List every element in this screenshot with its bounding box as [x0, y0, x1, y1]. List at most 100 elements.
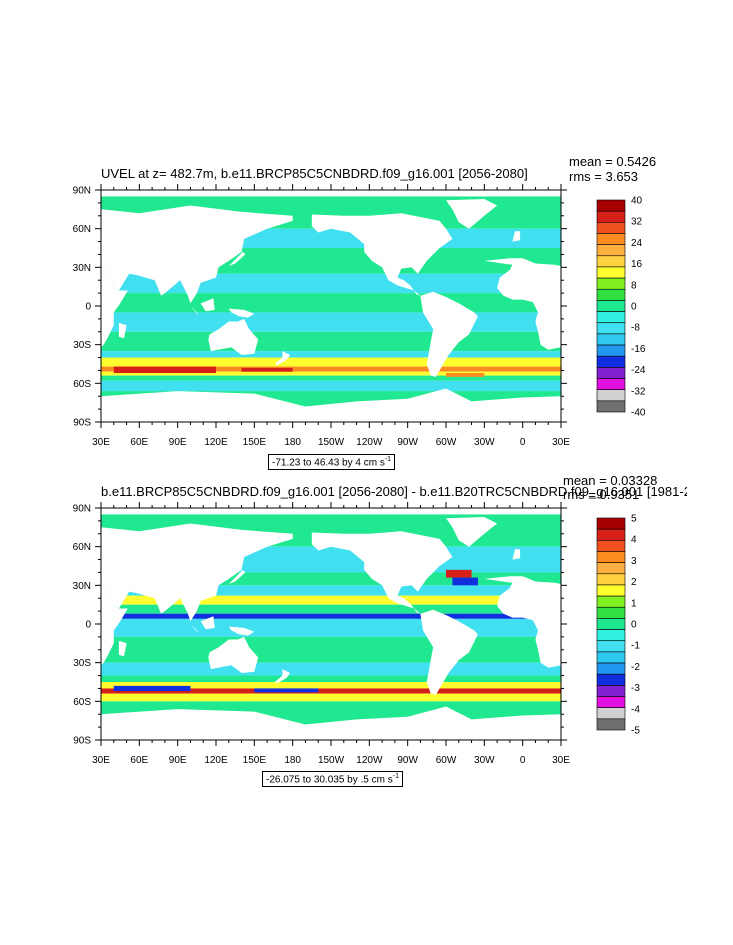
colorbar-swatch — [596, 277, 626, 290]
land-mask — [311, 213, 453, 296]
field-streak — [446, 373, 485, 377]
land-mask — [208, 318, 259, 355]
colorbar-swatch — [596, 662, 626, 675]
map-plot: 30E 60E 90E 120E 150E 180 150W 120W 90W 60W 30W 0 30… — [73, 502, 640, 766]
field-streak — [113, 685, 191, 692]
colorbar-swatch — [596, 640, 626, 653]
map-plot: 30E 60E 90E 120E 150E 180 150W 120W 90W 60W 30W 0 30… — [73, 184, 646, 448]
field-band — [101, 618, 561, 637]
colorbar-swatch — [596, 606, 626, 619]
colorbar-swatch — [596, 233, 626, 245]
land-mask — [101, 584, 128, 666]
land-mask — [446, 517, 498, 547]
colorbar-label: 2 — [631, 577, 637, 588]
y-tick-label: 90N — [73, 504, 91, 515]
colorbar-swatch — [596, 551, 626, 563]
colorbar-label: 5 — [631, 514, 637, 525]
colorbar-swatch — [596, 562, 626, 575]
x-tick-label: 90E — [169, 437, 187, 448]
land-mask — [101, 523, 293, 622]
colorbar-swatch — [596, 573, 626, 586]
colorbar-swatch — [596, 367, 626, 379]
y-tick-label: 90S — [73, 418, 91, 429]
colorbar-swatch — [596, 400, 626, 413]
colorbar-label: 16 — [631, 259, 643, 270]
land-mask — [200, 616, 215, 630]
land-mask — [101, 205, 293, 304]
colorbar-label: -24 — [631, 365, 646, 376]
contour-info: -26.075 to 30.035 by .5 cm s-1 — [262, 771, 403, 788]
colorbar-swatch — [596, 288, 626, 301]
colorbar-label: 8 — [631, 280, 637, 291]
colorbar-swatch — [596, 584, 626, 597]
colorbar-swatch — [596, 696, 626, 708]
contour-info-text: -71.23 to 46.43 by 4 cm s — [272, 457, 385, 469]
land-mask — [101, 706, 561, 740]
colorbar-swatch — [596, 651, 626, 664]
colorbar-swatch — [596, 629, 626, 642]
x-tick-label: 150E — [243, 755, 267, 766]
x-tick-label: 60E — [130, 755, 148, 766]
colorbar-swatch — [596, 528, 626, 541]
y-tick-label: 90N — [73, 186, 91, 197]
x-tick-label: 120W — [356, 437, 383, 448]
x-tick-label: 0 — [520, 755, 526, 766]
colorbar-label: -5 — [631, 726, 640, 737]
land-mask — [200, 298, 215, 312]
field-streak — [113, 366, 216, 374]
land-mask — [228, 308, 255, 318]
colorbar-swatch — [596, 673, 626, 686]
land-mask — [228, 626, 255, 636]
x-tick-label: 30E — [92, 437, 110, 448]
colorbar-label: -1 — [631, 641, 640, 652]
x-tick-label: 90E — [169, 755, 187, 766]
y-tick-label: 60N — [73, 542, 91, 553]
field-band — [101, 688, 561, 694]
field-band — [101, 357, 561, 367]
land-mask — [118, 640, 127, 657]
field-band — [101, 351, 561, 358]
colorbar-swatch — [596, 344, 626, 357]
colorbar-swatch — [596, 540, 626, 552]
contour-info-text: -26.075 to 30.035 by .5 cm s — [266, 774, 393, 786]
rms-stat: rms = 3.653 — [569, 169, 639, 184]
land-mask — [420, 291, 478, 377]
y-tick-label: 60N — [73, 224, 91, 235]
x-tick-label: 60E — [130, 437, 148, 448]
x-tick-label: 30E — [552, 437, 570, 448]
y-tick-label: 90S — [73, 736, 91, 747]
land-mask — [101, 388, 561, 422]
x-tick-label: 30W — [474, 755, 495, 766]
chart-title: b.e11.BRCP85C5CNBDRD.f09_g16.001 [2056-2… — [101, 484, 687, 499]
colorbar-swatch — [596, 378, 626, 390]
x-tick-label: 60W — [436, 755, 457, 766]
land-mask — [208, 636, 259, 673]
land-mask — [101, 266, 128, 348]
field-band — [101, 693, 561, 702]
chart-panel-2: b.e11.BRCP85C5CNBDRD.f09_g16.001 [2056-2… — [0, 468, 733, 788]
land-mask — [228, 251, 246, 266]
contour-info-unit-exp: -1 — [392, 773, 399, 780]
x-tick-label: 180 — [284, 755, 301, 766]
field-streak — [446, 569, 472, 578]
contour-info: -71.23 to 46.43 by 4 cm s-1 — [268, 454, 396, 471]
colorbar-label: 1 — [631, 598, 637, 609]
colorbar-swatch — [596, 718, 626, 731]
field-band — [101, 662, 561, 676]
field-band — [101, 682, 561, 689]
x-tick-label: 150W — [318, 437, 345, 448]
x-tick-label: 0 — [520, 437, 526, 448]
colorbar-label: 0 — [631, 302, 637, 313]
colorbar-label: -32 — [631, 386, 646, 397]
x-tick-label: 180 — [284, 437, 301, 448]
x-tick-label: 150W — [318, 755, 345, 766]
field-band — [101, 595, 561, 605]
colorbar-label: 4 — [631, 535, 637, 546]
land-mask — [512, 549, 521, 560]
colorbar-label: -3 — [631, 683, 640, 694]
colorbar-label: -2 — [631, 662, 640, 673]
x-tick-label: 60W — [436, 437, 457, 448]
field-band — [101, 273, 561, 294]
land-mask — [446, 199, 498, 229]
colorbar-swatch — [596, 322, 626, 335]
